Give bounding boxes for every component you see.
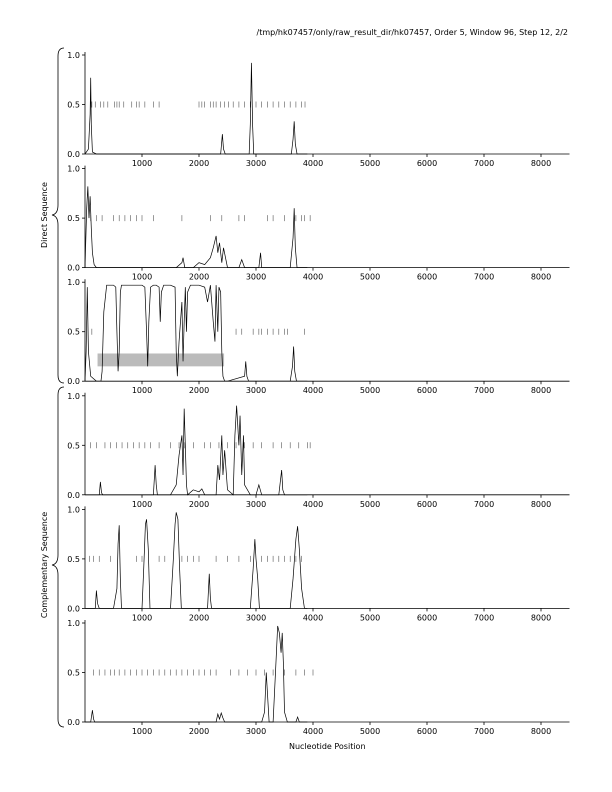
x-tick-label: 8000 <box>531 613 551 622</box>
x-tick-label: 6000 <box>417 500 437 509</box>
x-tick-label: 5000 <box>360 727 380 736</box>
x-tick-label: 1000 <box>132 500 152 509</box>
x-tick-label: 7000 <box>474 500 494 509</box>
y-tick-label: 1.0 <box>67 165 80 174</box>
y-tick-label: 1.0 <box>67 619 80 628</box>
y-axis-label: Complementary Sequence <box>40 512 49 618</box>
x-tick-label: 4000 <box>303 500 323 509</box>
highlight-region <box>97 353 225 367</box>
header: /tmp/hk07457/only/raw_result_dir/hk07457… <box>257 28 568 37</box>
x-tick-label: 8000 <box>531 386 551 395</box>
x-tick-label: 7000 <box>474 727 494 736</box>
x-tick-label: 4000 <box>303 273 323 282</box>
x-tick-label: 8000 <box>531 500 551 509</box>
x-tick-label: 6000 <box>417 159 437 168</box>
x-tick-label: 3000 <box>246 386 266 395</box>
x-tick-label: 1000 <box>132 273 152 282</box>
x-tick-label: 8000 <box>531 273 551 282</box>
series-line <box>84 62 308 155</box>
x-tick-label: 2000 <box>189 727 209 736</box>
x-tick-label: 5000 <box>360 613 380 622</box>
x-tick-label: 7000 <box>474 273 494 282</box>
x-tick-label: 3000 <box>246 273 266 282</box>
x-tick-label: 4000 <box>303 727 323 736</box>
y-tick-label: 0.5 <box>67 441 80 450</box>
y-tick-label: 0.0 <box>67 604 80 613</box>
series-line <box>85 405 308 496</box>
x-tick-label: 1000 <box>132 159 152 168</box>
y-tick-label: 0.0 <box>67 491 80 500</box>
x-tick-label: 7000 <box>474 159 494 168</box>
x-tick-label: 6000 <box>417 386 437 395</box>
y-tick-label: 1.0 <box>67 392 80 401</box>
x-tick-label: 8000 <box>531 159 551 168</box>
x-tick-label: 5000 <box>360 159 380 168</box>
x-tick-label: 5000 <box>360 273 380 282</box>
x-tick-label: 2000 <box>189 500 209 509</box>
x-tick-label: 2000 <box>189 273 209 282</box>
x-tick-label: 5000 <box>360 500 380 509</box>
x-tick-label: 1000 <box>132 386 152 395</box>
y-tick-label: 0.0 <box>67 718 80 727</box>
x-tick-label: 1000 <box>132 613 152 622</box>
x-tick-label: 6000 <box>417 727 437 736</box>
x-tick-label: 6000 <box>417 273 437 282</box>
x-tick-label: 3000 <box>246 727 266 736</box>
brace <box>51 386 65 728</box>
y-tick-label: 0.0 <box>67 150 80 159</box>
y-tick-label: 0.5 <box>67 214 80 223</box>
x-axis-label: Nucleotide Position <box>289 742 366 751</box>
x-tick-label: 3000 <box>246 500 266 509</box>
brace <box>51 47 65 384</box>
x-tick-label: 4000 <box>303 159 323 168</box>
x-tick-label: 2000 <box>189 159 209 168</box>
x-tick-label: 2000 <box>189 613 209 622</box>
series-line <box>85 512 308 609</box>
y-tick-label: 0.0 <box>67 264 80 273</box>
y-tick-label: 0.5 <box>67 555 80 564</box>
x-tick-label: 4000 <box>303 613 323 622</box>
series-line <box>85 625 308 723</box>
y-tick-label: 0.0 <box>67 377 80 386</box>
x-tick-label: 4000 <box>303 386 323 395</box>
y-tick-label: 0.5 <box>67 669 80 678</box>
x-tick-label: 8000 <box>531 727 551 736</box>
x-tick-label: 3000 <box>246 613 266 622</box>
x-tick-label: 1000 <box>132 727 152 736</box>
y-tick-label: 1.0 <box>67 278 80 287</box>
series-line <box>84 186 308 268</box>
y-tick-label: 1.0 <box>67 505 80 514</box>
y-tick-label: 1.0 <box>67 51 80 60</box>
x-tick-label: 5000 <box>360 386 380 395</box>
x-tick-label: 7000 <box>474 386 494 395</box>
series-line <box>84 284 308 382</box>
x-tick-label: 6000 <box>417 613 437 622</box>
x-tick-label: 2000 <box>189 386 209 395</box>
y-axis-label: Direct Sequence <box>40 182 49 248</box>
x-tick-label: 7000 <box>474 613 494 622</box>
x-tick-label: 3000 <box>246 159 266 168</box>
y-tick-label: 0.5 <box>67 101 80 110</box>
y-tick-label: 0.5 <box>67 328 80 337</box>
